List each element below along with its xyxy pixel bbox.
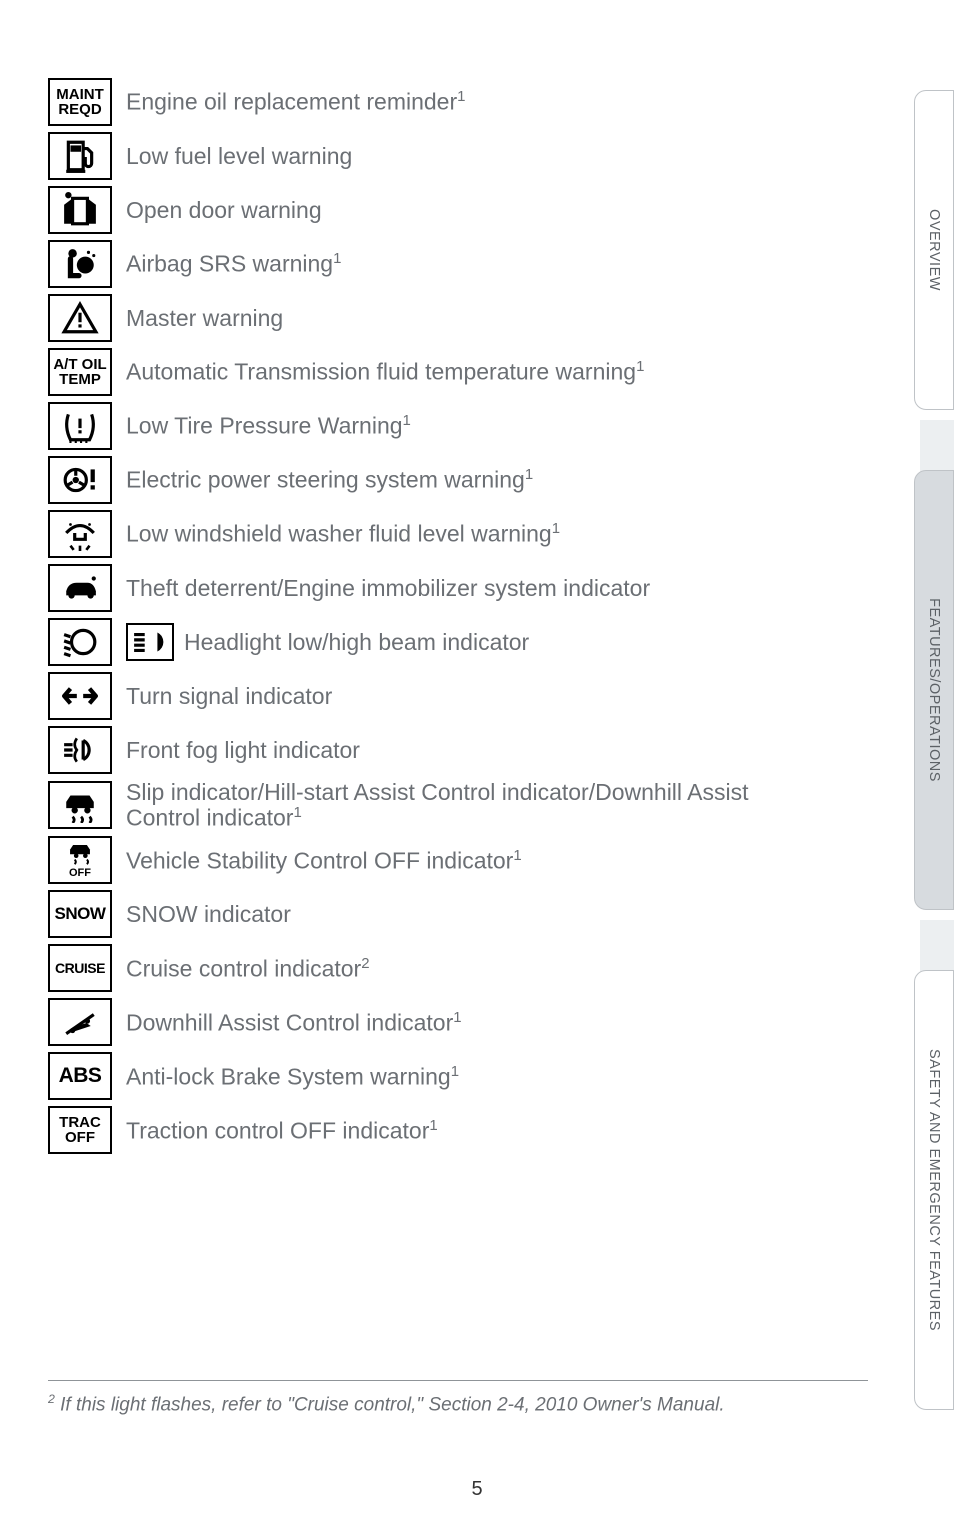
fog-label: Front fog light indicator [126, 737, 360, 763]
indicator-list: MAINTREQD Engine oil replacement reminder… [48, 78, 828, 1160]
side-tabs: OVERVIEW FEATURES/OPERATIONS SAFETY AND EM… [898, 0, 954, 1420]
indicator-row-low-tire: Low Tire Pressure Warning1 [48, 402, 828, 450]
airbag-icon [48, 240, 112, 288]
indicator-row-headlight: Headlight low/high beam indicator [48, 618, 828, 666]
indicator-row-vsc-off: OFF Vehicle Stability Control OFF indicat… [48, 836, 828, 884]
eps-label: Electric power steering system warning1 [126, 466, 533, 493]
indicator-row-cruise: CRUISE Cruise control indicator2 [48, 944, 828, 992]
at-oil-temp-icon: A/T OILTEMP [48, 348, 112, 396]
slip-icon [48, 781, 112, 829]
snow-icon: SNOW [48, 890, 112, 938]
cruise-label: Cruise control indicator2 [126, 955, 370, 982]
page-number: 5 [0, 1478, 954, 1501]
tab-safety-label: SAFETY AND EMERGENCY FEATURES [926, 1049, 942, 1331]
indicator-row-low-fuel: Low fuel level warning [48, 132, 828, 180]
dac-label: Downhill Assist Control indicator1 [126, 1009, 462, 1036]
tab-overview[interactable]: OVERVIEW [914, 90, 954, 410]
low-fuel-icon [48, 132, 112, 180]
tab-features[interactable]: FEATURES/OPERATIONS [914, 470, 954, 910]
indicator-row-fog: Front fog light indicator [48, 726, 828, 774]
eps-icon [48, 456, 112, 504]
master-icon [48, 294, 112, 342]
footnote: 2 If this light flashes, refer to "Cruis… [48, 1392, 868, 1416]
theft-label: Theft deterrent/Engine immobilizer syste… [126, 575, 650, 601]
indicator-row-at-oil-temp: A/T OILTEMP Automatic Transmission fluid … [48, 348, 828, 396]
airbag-label: Airbag SRS warning1 [126, 250, 341, 277]
indicator-row-slip: Slip indicator/Hill-start Assist Control… [48, 780, 828, 830]
headlight-high-icon [126, 623, 174, 661]
turn-label: Turn signal indicator [126, 683, 332, 709]
indicator-row-turn: Turn signal indicator [48, 672, 828, 720]
indicator-row-washer: Low windshield washer fluid level warnin… [48, 510, 828, 558]
indicator-row-open-door: Open door warning [48, 186, 828, 234]
indicator-row-airbag: Airbag SRS warning1 [48, 240, 828, 288]
vsc-off-icon: OFF [48, 836, 112, 884]
low-fuel-label: Low fuel level warning [126, 143, 352, 169]
maint-reqd-icon: MAINTREQD [48, 78, 112, 126]
snow-label: SNOW indicator [126, 901, 291, 927]
headlight-icon [48, 618, 112, 666]
washer-icon [48, 510, 112, 558]
abs-label: Anti-lock Brake System warning1 [126, 1063, 459, 1090]
indicator-row-master: Master warning [48, 294, 828, 342]
tab-overview-label: OVERVIEW [926, 209, 942, 291]
indicator-row-eps: Electric power steering system warning1 [48, 456, 828, 504]
trac-off-label: Traction control OFF indicator1 [126, 1117, 438, 1144]
theft-icon [48, 564, 112, 612]
open-door-label: Open door warning [126, 197, 322, 223]
slip-label: Slip indicator/Hill-start Assist Control… [126, 780, 828, 830]
at-oil-temp-label: Automatic Transmission fluid temperature… [126, 358, 644, 385]
indicator-row-dac: Downhill Assist Control indicator1 [48, 998, 828, 1046]
tab-safety[interactable]: SAFETY AND EMERGENCY FEATURES [914, 970, 954, 1410]
indicator-row-abs: ABS Anti-lock Brake System warning1 [48, 1052, 828, 1100]
indicator-row-maint-reqd: MAINTREQD Engine oil replacement reminder… [48, 78, 828, 126]
low-tire-icon [48, 402, 112, 450]
open-door-icon [48, 186, 112, 234]
turn-icon [48, 672, 112, 720]
headlight-label: Headlight low/high beam indicator [126, 623, 529, 661]
abs-icon: ABS [48, 1052, 112, 1100]
trac-off-icon: TRACOFF [48, 1106, 112, 1154]
fog-icon [48, 726, 112, 774]
indicator-row-theft: Theft deterrent/Engine immobilizer syste… [48, 564, 828, 612]
cruise-icon: CRUISE [48, 944, 112, 992]
footnote-rule [48, 1380, 868, 1381]
tab-features-label: FEATURES/OPERATIONS [926, 598, 942, 782]
vsc-off-label: Vehicle Stability Control OFF indicator1 [126, 847, 522, 874]
indicator-row-snow: SNOW SNOW indicator [48, 890, 828, 938]
washer-label: Low windshield washer fluid level warnin… [126, 520, 560, 547]
low-tire-label: Low Tire Pressure Warning1 [126, 412, 411, 439]
maint-reqd-label: Engine oil replacement reminder1 [126, 88, 465, 115]
indicator-row-trac-off: TRACOFF Traction control OFF indicator1 [48, 1106, 828, 1154]
master-label: Master warning [126, 305, 283, 331]
dac-icon [48, 998, 112, 1046]
